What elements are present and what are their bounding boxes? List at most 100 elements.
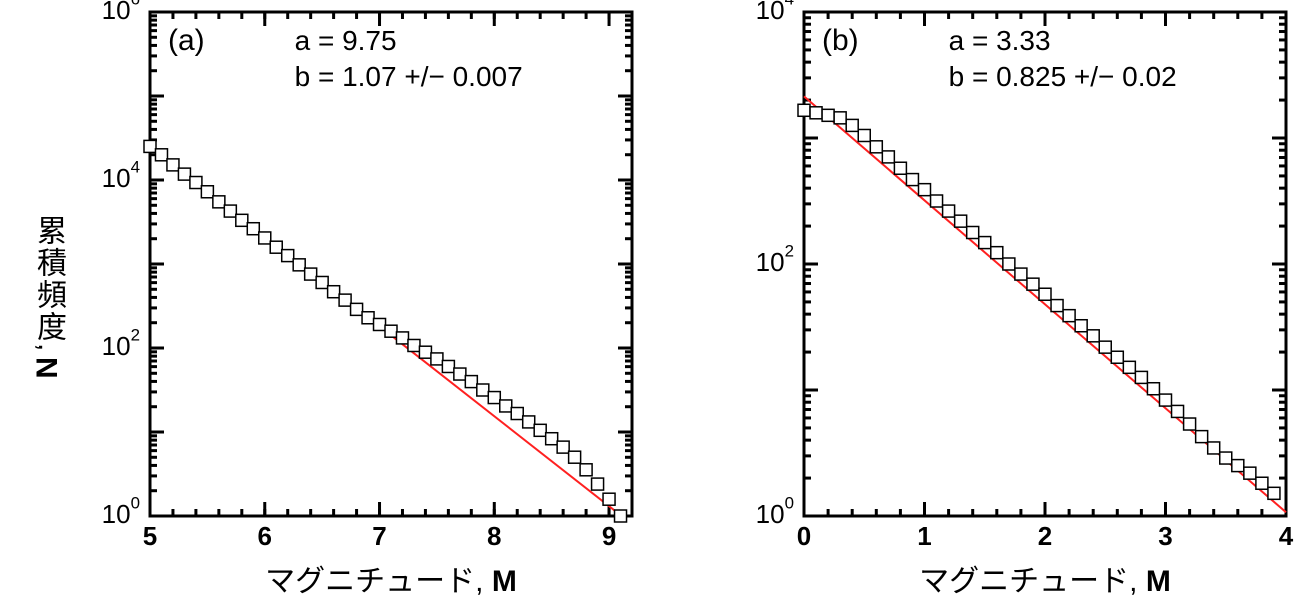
data-marker — [1063, 310, 1075, 322]
data-marker — [328, 286, 340, 298]
data-marker — [931, 195, 943, 207]
data-marker — [259, 232, 271, 244]
data-marker — [534, 424, 546, 436]
data-marker — [1015, 268, 1027, 280]
data-marker — [894, 162, 906, 174]
chart-panel-a: 56789100102104106(a)a = 9.75b = 1.07 +/−… — [60, 0, 644, 602]
data-marker — [822, 109, 834, 121]
data-marker — [603, 493, 615, 505]
data-marker — [511, 408, 523, 420]
data-marker — [580, 464, 592, 476]
y-tick-label: 100 — [102, 494, 140, 529]
data-marker — [1172, 405, 1184, 417]
data-marker — [834, 112, 846, 124]
data-marker — [546, 433, 558, 445]
data-marker — [1208, 442, 1220, 454]
data-marker — [316, 276, 328, 288]
data-marker — [1244, 467, 1256, 479]
data-marker — [442, 360, 454, 372]
data-marker — [882, 151, 894, 163]
data-marker — [1075, 320, 1087, 332]
data-marker — [870, 141, 882, 153]
annotation-line: a = 9.75 — [295, 25, 397, 56]
data-marker — [454, 368, 466, 380]
data-marker — [477, 384, 489, 396]
data-marker — [955, 215, 967, 227]
data-marker — [919, 184, 931, 196]
data-marker — [362, 312, 374, 324]
y-tick-label: 104 — [756, 0, 794, 25]
data-marker — [236, 214, 248, 226]
data-marker — [385, 325, 397, 337]
data-marker — [967, 227, 979, 239]
figure-root: 累積頻度, N 56789100102104106(a)a = 9.75b = … — [0, 0, 1298, 602]
x-tick-label: 7 — [372, 521, 386, 551]
y-tick-label: 102 — [102, 326, 140, 361]
data-marker — [1039, 288, 1051, 300]
data-marker — [305, 268, 317, 280]
annotation-line: b = 1.07 +/− 0.007 — [295, 61, 523, 92]
data-marker — [592, 478, 604, 490]
x-tick-label: 4 — [1279, 521, 1294, 551]
chart-panel-b: 01234100102104(b)a = 3.33b = 0.825 +/− 0… — [714, 0, 1298, 602]
data-marker — [408, 339, 420, 351]
panel-letter: (a) — [168, 24, 205, 57]
data-marker — [523, 416, 535, 428]
data-marker — [178, 168, 190, 180]
data-marker — [798, 104, 810, 116]
data-marker — [396, 332, 408, 344]
x-tick-label: 8 — [487, 521, 501, 551]
data-marker — [500, 400, 512, 412]
data-marker — [1003, 258, 1015, 270]
y-tick-label: 100 — [756, 494, 794, 529]
data-marker — [488, 392, 500, 404]
data-marker — [419, 346, 431, 358]
data-marker — [1027, 278, 1039, 290]
data-marker — [1184, 418, 1196, 430]
data-marker — [569, 451, 581, 463]
data-marker — [1099, 341, 1111, 353]
data-marker — [1051, 300, 1063, 312]
data-marker — [155, 149, 167, 161]
data-marker — [858, 129, 870, 141]
annotation-line: b = 0.825 +/− 0.02 — [949, 61, 1177, 92]
x-tick-label: 1 — [917, 521, 931, 551]
data-marker — [991, 247, 1003, 259]
data-marker — [465, 376, 477, 388]
data-marker — [557, 441, 569, 453]
x-axis-label: マグニチュード, M — [265, 565, 517, 598]
data-marker — [144, 140, 156, 152]
x-tick-label: 0 — [797, 521, 811, 551]
data-marker — [224, 205, 236, 217]
data-marker — [979, 237, 991, 249]
data-marker — [247, 223, 259, 235]
data-marker — [1135, 371, 1147, 383]
data-marker — [167, 159, 179, 171]
data-marker — [1220, 452, 1232, 464]
x-tick-label: 3 — [1158, 521, 1172, 551]
data-marker — [190, 177, 202, 189]
data-marker — [374, 318, 386, 330]
data-marker — [201, 186, 213, 198]
data-marker — [615, 510, 627, 522]
data-marker — [810, 107, 822, 119]
x-tick-label: 2 — [1038, 521, 1052, 551]
data-marker — [293, 259, 305, 271]
data-marker — [351, 303, 363, 315]
data-marker — [282, 250, 294, 262]
data-marker — [339, 294, 351, 306]
data-marker — [431, 353, 443, 365]
data-marker — [906, 174, 918, 186]
data-marker — [1147, 383, 1159, 395]
data-marker — [213, 196, 225, 208]
data-marker — [1087, 330, 1099, 342]
x-tick-label: 9 — [602, 521, 616, 551]
x-tick-label: 6 — [258, 521, 272, 551]
data-marker — [270, 241, 282, 253]
data-marker — [1196, 431, 1208, 443]
panel-letter: (b) — [822, 24, 859, 57]
y-tick-label: 106 — [102, 0, 140, 25]
x-axis-label: マグニチュード, M — [919, 565, 1171, 598]
data-marker — [1160, 394, 1172, 406]
y-tick-label: 102 — [756, 242, 794, 277]
